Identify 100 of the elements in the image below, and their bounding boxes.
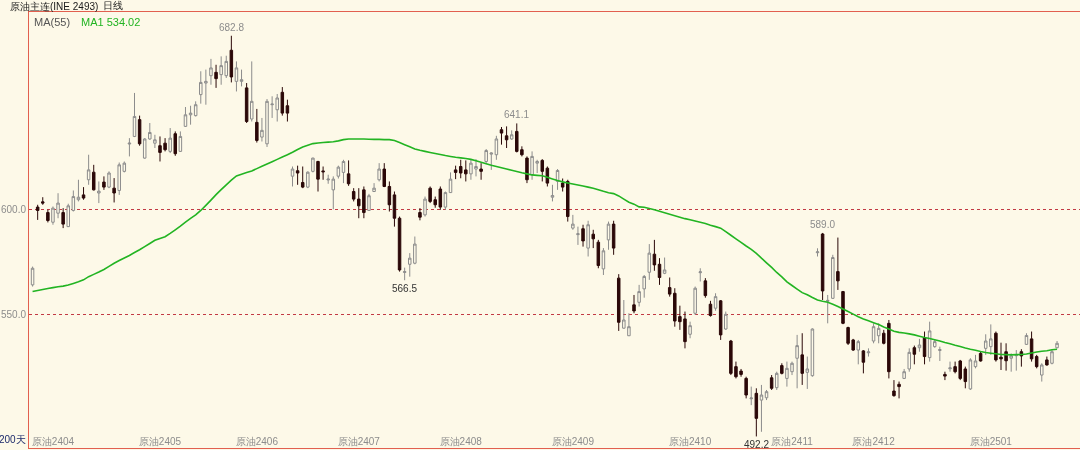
candlestick [494, 135, 499, 161]
candlestick [754, 387, 759, 437]
x-tick-label: 原油2406 [235, 436, 279, 447]
candlestick [637, 284, 641, 308]
candlestick [841, 290, 845, 325]
candlestick [76, 179, 81, 202]
candlestick [86, 154, 91, 186]
candlestick [724, 311, 728, 331]
candlestick [703, 277, 708, 299]
candlestick [805, 356, 810, 390]
candlestick [780, 362, 784, 375]
candlestick [234, 60, 239, 92]
legend-title: MA(55) [34, 16, 71, 28]
candlestick [1050, 349, 1054, 365]
line-series [31, 138, 1058, 356]
candlestick [576, 226, 580, 246]
candlestick [943, 371, 947, 381]
candlestick [46, 209, 50, 223]
candlestick [774, 371, 779, 391]
candlestick [1009, 352, 1013, 373]
candlestick [107, 170, 111, 189]
candlestick [892, 379, 896, 398]
x-tick-label: 原油2405 [138, 436, 182, 447]
x-tick-label: 原油2404 [31, 436, 75, 447]
candlestick [800, 332, 804, 386]
candlestick [97, 180, 101, 204]
candlestick [341, 159, 346, 184]
candlestick [249, 60, 254, 123]
candlestick [698, 267, 703, 282]
candlestick [137, 115, 142, 147]
candlestick [749, 386, 753, 406]
candlestick [102, 175, 106, 191]
candlestick [601, 247, 606, 276]
candlestick [1040, 362, 1044, 383]
candlestick [861, 349, 866, 374]
candlestick [948, 361, 952, 373]
candlestick [209, 58, 213, 86]
candlestick [479, 162, 483, 181]
candlestick [336, 165, 341, 179]
candlestick [586, 220, 590, 257]
candlestick [713, 292, 718, 312]
candlestick [290, 166, 295, 187]
candlestick [591, 229, 595, 249]
candlestick [285, 99, 290, 123]
candlestick [418, 207, 422, 221]
candlestick [214, 64, 218, 89]
candlestick [1055, 340, 1059, 349]
y-tick-label: 550.0 [0, 309, 27, 321]
candlestick [41, 196, 45, 206]
annotation: 682.8 [219, 22, 245, 33]
candlestick [571, 214, 575, 231]
x-tick-label: 原油2409 [551, 436, 595, 447]
x-tick-label: 原油2501 [969, 436, 1013, 447]
candlestick [423, 196, 427, 218]
text: MA1 534.02 [81, 16, 141, 28]
candlestick [178, 130, 183, 153]
candlestick [540, 158, 545, 182]
candlestick [616, 273, 621, 332]
x-tick-label: 原油2412 [852, 436, 896, 447]
candlestick [759, 384, 764, 433]
candlestick [912, 345, 917, 365]
candlestick [769, 374, 774, 391]
candlestick [311, 157, 315, 173]
x-tick-label: 原油2411 [771, 436, 814, 447]
candlestick [938, 346, 942, 362]
candlestick [866, 347, 871, 358]
candlestick [300, 166, 305, 189]
candlestick [815, 247, 820, 257]
candlestick [372, 182, 376, 193]
candlestick [795, 334, 799, 389]
candlestick [688, 321, 692, 339]
candlestick [718, 299, 723, 341]
candlestick [244, 82, 249, 124]
candlestick [606, 221, 611, 251]
candlestick [1034, 354, 1039, 369]
candlestick [1045, 356, 1049, 367]
candlestick [377, 162, 381, 182]
annotation: 492.2 [744, 439, 770, 450]
candlestick [35, 204, 40, 221]
candlestick [188, 105, 193, 126]
candlestick [902, 368, 906, 380]
chart-title: 原油主连(INE 2493) [10, 0, 99, 12]
candlestick [61, 207, 65, 229]
x-tick-label: 原油2408 [439, 436, 483, 447]
candlestick [876, 322, 881, 344]
candlestick [112, 177, 116, 203]
candlestick [550, 184, 555, 202]
candlestick [897, 381, 901, 399]
candlestick [239, 69, 244, 87]
candlestick [295, 165, 300, 186]
candlestick [831, 254, 835, 300]
candlestick [642, 274, 646, 299]
candlestick [836, 237, 840, 291]
candlestick [346, 159, 351, 187]
candlestick [907, 347, 911, 373]
candlestick [820, 232, 825, 301]
candlestick [581, 224, 585, 248]
candlestick [193, 100, 198, 117]
candlestick [662, 257, 667, 275]
annotation: 641.1 [504, 109, 530, 120]
